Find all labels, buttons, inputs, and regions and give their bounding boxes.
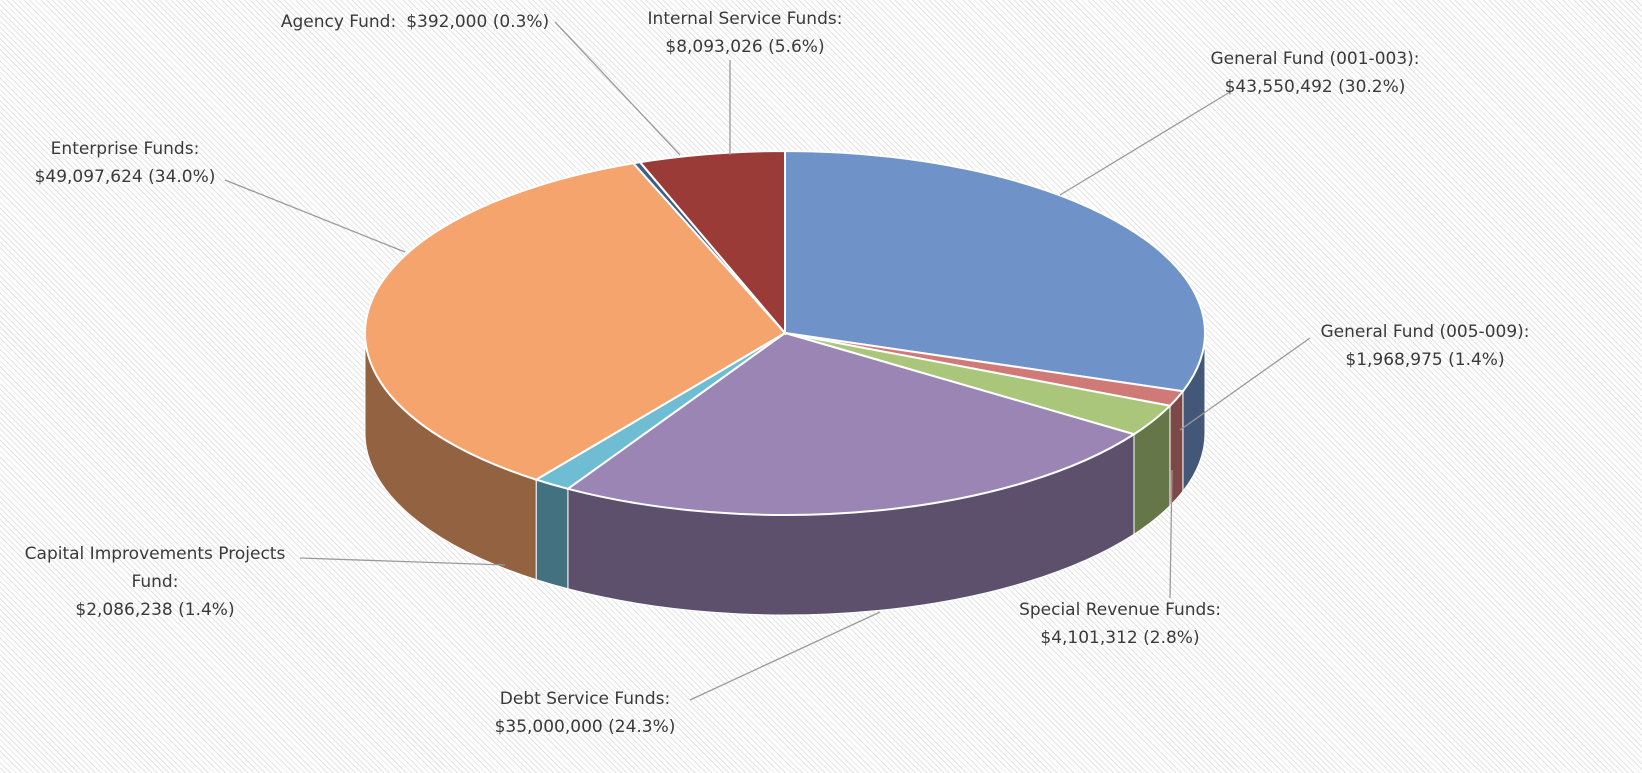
label-value: $4,101,312 (2.8%) [1040, 628, 1200, 648]
label-value: $49,097,624 (34.0%) [34, 167, 216, 187]
data-label: Capital Improvements Projects Fund: $2,08… [5, 540, 305, 624]
label-value: $392,000 (0.3%) [406, 12, 550, 32]
data-label: General Fund (005-009): $1,968,975 (1.4%) [1310, 318, 1540, 374]
leader-line [689, 611, 881, 701]
label-name: Capital Improvements Projects Fund: [24, 544, 286, 592]
slice [364, 162, 787, 481]
label-name: Special Revenue Funds: [1019, 600, 1221, 620]
slice-side [535, 478, 569, 590]
label-value: $8,093,026 (5.6%) [665, 37, 825, 57]
label-value: $2,086,238 (1.4%) [75, 600, 235, 620]
data-label: Internal Service Funds: $8,093,026 (5.6%) [630, 5, 860, 61]
leader-line [1179, 337, 1311, 431]
label-name: Agency Fund: [280, 12, 397, 32]
data-label: Special Revenue Funds: $4,101,312 (2.8%) [1005, 596, 1235, 652]
label-name: Internal Service Funds: [647, 9, 843, 29]
data-label: Agency Fund: $392,000 (0.3%) [255, 8, 575, 36]
leader-line [224, 179, 406, 253]
label-value: $1,968,975 (1.4%) [1345, 350, 1505, 370]
slice [565, 331, 1137, 516]
slice [784, 149, 1206, 393]
leader-line [1169, 469, 1173, 599]
label-name: General Fund (005-009): [1320, 322, 1530, 342]
label-name: Enterprise Funds: [50, 139, 200, 159]
leader-line [299, 557, 506, 566]
label-value: $35,000,000 (24.3%) [494, 717, 676, 737]
label-name: Debt Service Funds: [499, 689, 671, 709]
label-value: $43,550,492 (30.2%) [1224, 77, 1406, 97]
data-label: Enterprise Funds: $49,097,624 (34.0%) [10, 135, 240, 191]
label-name: General Fund (001-003): [1210, 49, 1420, 69]
slice [638, 149, 786, 336]
data-label: General Fund (001-003): $43,550,492 (30.2… [1205, 45, 1425, 101]
data-label: Debt Service Funds: $35,000,000 (24.3%) [470, 685, 700, 741]
leader-line [1059, 91, 1231, 196]
leader-line [554, 21, 681, 156]
